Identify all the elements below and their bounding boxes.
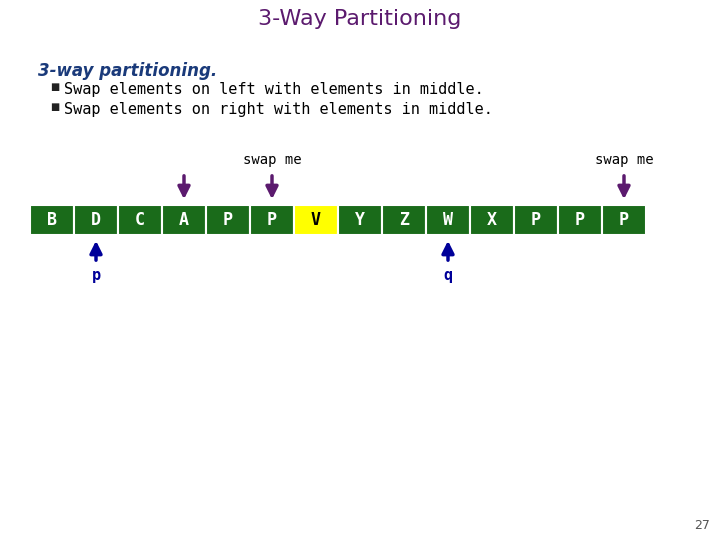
Text: P: P [223,211,233,229]
Bar [250,205,294,235]
Text: swap me: swap me [595,153,653,167]
Text: ■: ■ [50,102,59,112]
Bar [426,205,470,235]
Bar [294,205,338,235]
Text: A: A [179,211,189,229]
Bar [162,205,206,235]
Text: B: B [47,211,57,229]
Text: p: p [91,268,101,283]
Text: 27: 27 [694,519,710,532]
Bar [382,205,426,235]
Bar [470,205,514,235]
Text: P: P [267,211,277,229]
Bar [338,205,382,235]
Text: swap me: swap me [243,153,301,167]
Text: V: V [311,211,321,229]
Bar [558,205,602,235]
Text: D: D [91,211,101,229]
Text: 3-way partitioning.: 3-way partitioning. [38,62,217,80]
Bar [602,205,646,235]
Text: W: W [443,211,453,229]
Bar [206,205,250,235]
Text: X: X [487,211,497,229]
Bar [118,205,162,235]
Text: P: P [575,211,585,229]
Bar [514,205,558,235]
Text: P: P [531,211,541,229]
Text: C: C [135,211,145,229]
Text: P: P [619,211,629,229]
Text: ■: ■ [50,82,59,92]
Bar [30,205,74,235]
Text: Swap elements on right with elements in middle.: Swap elements on right with elements in … [64,102,493,117]
Text: Z: Z [399,211,409,229]
Text: Swap elements on left with elements in middle.: Swap elements on left with elements in m… [64,82,484,97]
Bar [74,205,118,235]
Text: Y: Y [355,211,365,229]
Text: 3-Way Partitioning: 3-Way Partitioning [258,9,462,29]
Text: q: q [444,268,453,283]
